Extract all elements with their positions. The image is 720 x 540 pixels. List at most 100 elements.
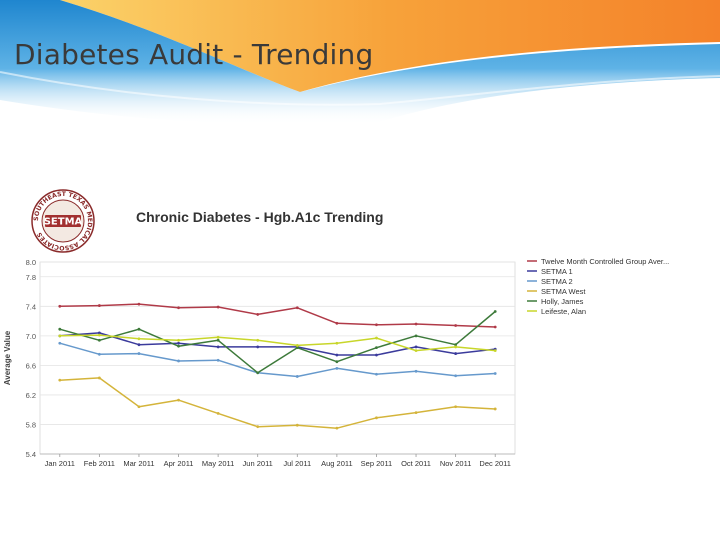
legend-label: Holly, James [541,297,584,306]
data-point [295,375,299,378]
data-point [216,335,220,339]
data-point [256,425,260,429]
series-line-3 [59,377,496,429]
data-point [493,407,497,411]
chart-title: Chronic Diabetes - Hgb.A1c Trending [136,209,384,225]
data-point [137,352,141,355]
data-point [137,337,141,341]
data-point [414,369,418,373]
y-axis-label: Average Value [3,330,12,385]
data-point [414,322,418,326]
data-point [256,345,260,349]
data-point [97,338,101,342]
legend-label: SETMA 1 [541,267,573,276]
data-point [97,352,101,356]
data-point [335,321,339,325]
data-point [493,325,497,329]
slide-header-banner [0,0,720,125]
data-point [216,358,220,362]
data-point [335,353,339,357]
data-point [375,416,378,420]
y-tick-label: 6.2 [26,391,36,400]
data-point [97,304,101,307]
data-point [177,306,180,310]
data-point [58,334,62,338]
data-point [58,327,62,331]
line-chart: 5.4 5.8 6.2 6.6 7.0 7.4 7.8 8.0 Jan 2011 Feb 201… [3,257,669,468]
data-point [216,345,220,349]
data-point [454,324,458,327]
data-point [375,336,378,340]
x-tick-label: Nov 2011 [440,459,472,468]
x-tick-label: Jan 2011 [45,459,75,468]
data-point [454,343,458,347]
chart-grid [39,261,516,455]
data-point [493,349,497,353]
data-point [216,305,220,309]
data-point [256,338,260,342]
series-line-5 [59,334,496,352]
plot-area [39,261,516,455]
x-axis: Jan 2011 Feb 2011 Mar 2011 Apr 2011 May 2011… [40,453,515,468]
data-point [493,310,497,313]
data-point [97,333,101,337]
legend-label: Twelve Month Controlled Group Aver... [541,257,669,266]
data-point [295,423,299,427]
data-point [295,306,299,310]
logo-wordmark: SETMA [44,217,83,228]
y-tick-label: 7.0 [26,332,36,341]
data-point [454,405,458,409]
data-point [335,341,339,345]
setma-seal-icon: SOUTHEAST TEXAS MEDICAL ASSOCIATES SETMA [31,189,95,253]
data-point [295,346,299,350]
y-axis: 5.4 5.8 6.2 6.6 7.0 7.4 7.8 8.0 [26,258,36,459]
data-point [414,345,418,349]
data-point [454,345,458,349]
data-point [375,346,378,350]
data-point [137,327,141,331]
data-point [177,341,180,345]
legend-label: SETMA 2 [541,277,573,286]
x-tick-label: Jul 2011 [283,459,311,468]
data-point [177,344,180,348]
data-point [97,331,101,335]
x-tick-label: May 2011 [202,459,234,468]
x-tick-label: Mar 2011 [123,459,154,468]
y-tick-label: 5.4 [26,450,36,459]
data-point [335,426,339,430]
series-line-4 [59,310,496,374]
chart-legend: Twelve Month Controlled Group Aver...SET… [527,257,669,316]
data-point [177,398,180,402]
legend-label: Leifeste, Alan [541,307,586,316]
x-tick-label: Aug 2011 [321,459,353,468]
data-point [137,343,141,347]
data-point [58,378,62,382]
data-point [58,304,62,308]
data-point [454,352,458,355]
data-point [375,323,378,327]
data-point [216,338,220,342]
data-point [216,411,220,415]
data-point [256,371,260,375]
data-point [414,411,418,415]
data-point [177,359,180,363]
data-point [58,341,62,345]
data-point [414,334,418,338]
series-line-2 [59,342,496,378]
data-point [335,360,339,364]
x-tick-label: Dec 2011 [479,459,511,468]
chart-series [58,302,497,430]
y-tick-label: 7.8 [26,273,36,282]
x-tick-label: Jun 2011 [243,459,273,468]
data-point [137,405,141,409]
data-point [375,372,378,376]
legend-label: SETMA West [541,287,586,296]
data-point [97,376,101,380]
data-point [177,338,180,342]
data-point [335,366,339,370]
data-point [493,372,497,375]
slide-title: Diabetes Audit - Trending [14,38,374,71]
data-point [414,349,418,353]
data-point [454,374,458,378]
y-tick-label: 7.4 [26,302,36,311]
